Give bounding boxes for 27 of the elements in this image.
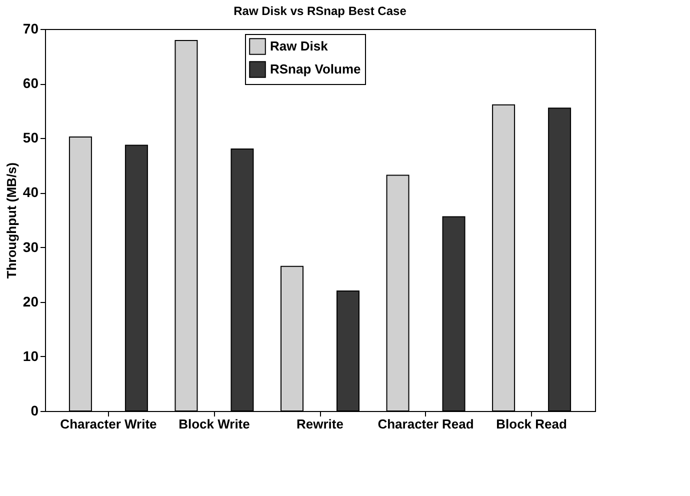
x-tick-label: Block Read	[496, 416, 567, 432]
x-tick-label: Block Write	[178, 416, 250, 432]
x-tick-label: Character Write	[60, 416, 157, 432]
bar	[230, 148, 254, 412]
bar	[124, 144, 148, 412]
legend-label: Raw Disk	[270, 38, 329, 54]
bar	[280, 266, 304, 412]
y-tick-label: 70	[22, 20, 39, 36]
bar	[336, 290, 360, 412]
y-tick-label: 20	[22, 293, 39, 310]
bar	[68, 136, 92, 412]
y-tick-label: 40	[22, 184, 39, 200]
bar	[492, 104, 516, 412]
x-tick-label: Character Read	[378, 416, 474, 432]
x-tick-label: Rewrite	[296, 416, 344, 432]
y-tick-label: 60	[22, 75, 39, 92]
y-axis-title: Throughput (MB/s)	[4, 162, 19, 279]
bar	[386, 174, 410, 412]
legend-label: RSnap Volume	[270, 62, 361, 76]
bar	[442, 216, 466, 412]
bar	[174, 40, 198, 412]
y-tick-label: 0	[30, 402, 39, 418]
y-tick-label: 10	[22, 348, 39, 364]
y-tick-label: 30	[22, 238, 39, 255]
chart-title: Raw Disk vs RSnap Best Case	[234, 4, 407, 18]
y-tick-label: 50	[22, 130, 39, 146]
bar	[548, 108, 572, 412]
